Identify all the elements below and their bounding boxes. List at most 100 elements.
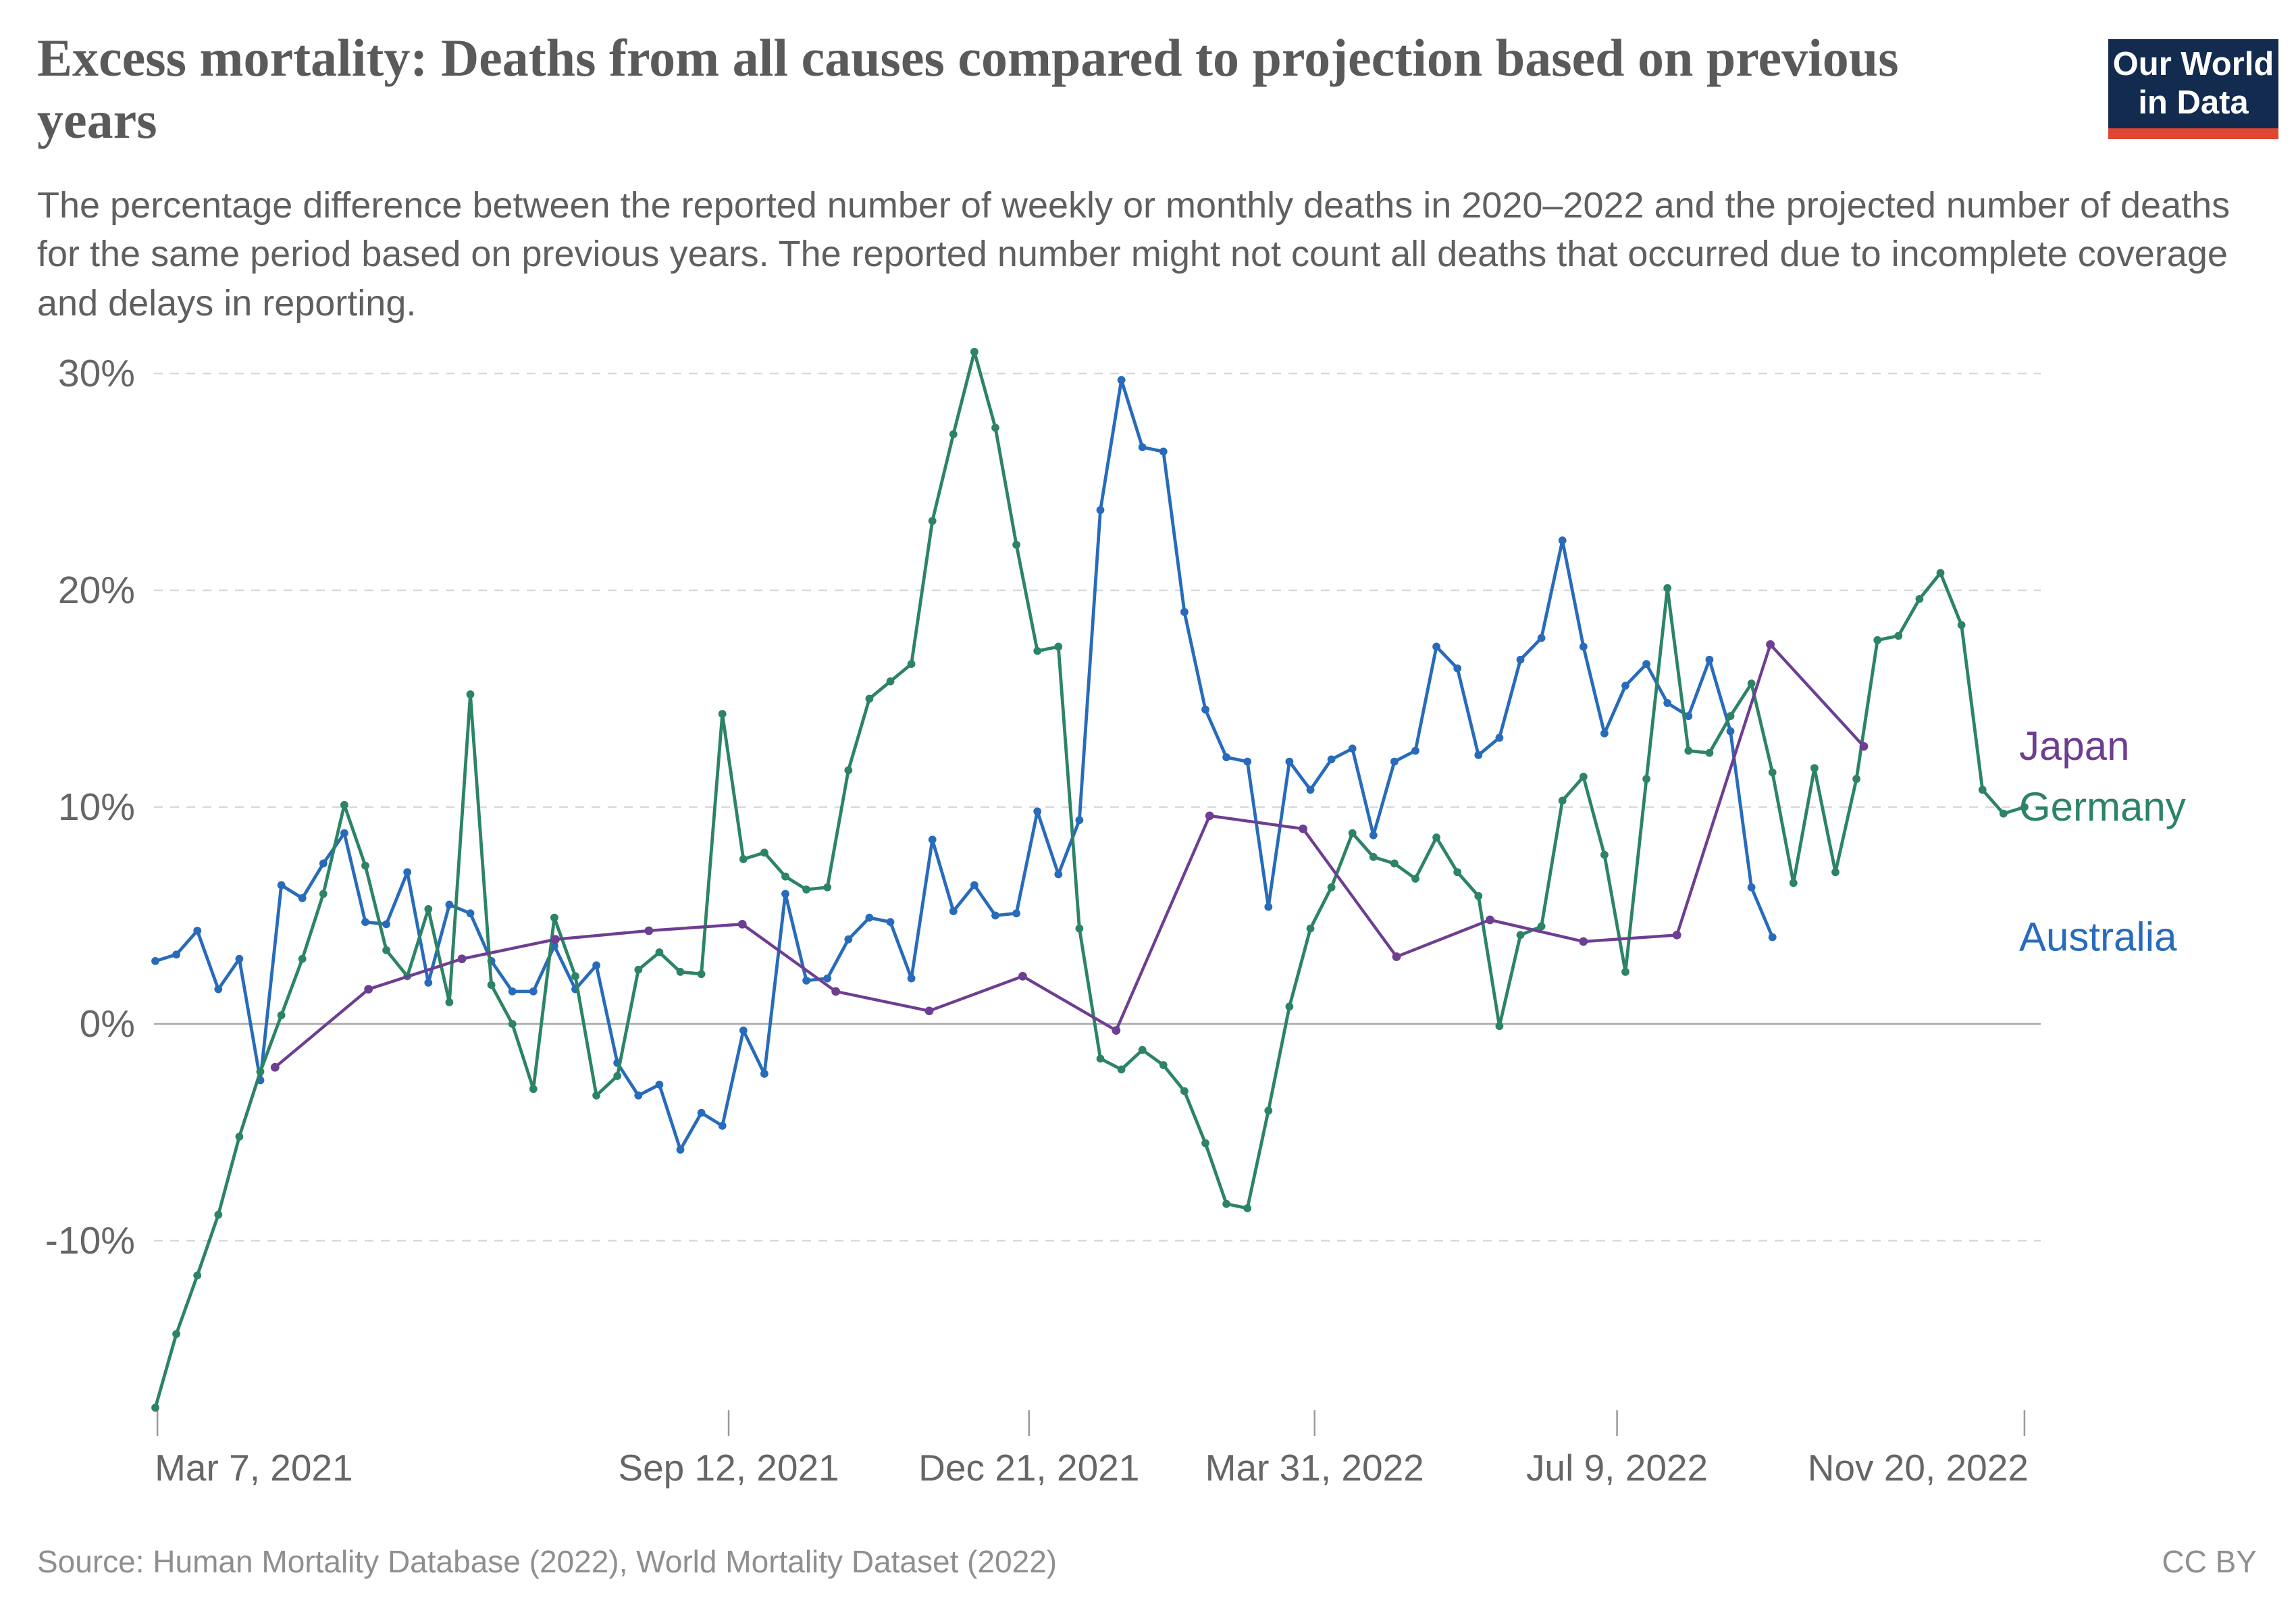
data-point-germany[interactable]: [1285, 1002, 1294, 1011]
data-point-germany[interactable]: [655, 948, 664, 956]
data-point-australia[interactable]: [214, 985, 223, 994]
data-point-germany[interactable]: [907, 660, 916, 669]
data-point-australia[interactable]: [1516, 655, 1525, 664]
data-point-australia[interactable]: [1495, 734, 1504, 742]
data-point-germany[interactable]: [1138, 1046, 1147, 1054]
data-point-australia[interactable]: [697, 1108, 706, 1117]
data-point-japan[interactable]: [1392, 952, 1401, 961]
data-point-japan[interactable]: [1112, 1026, 1121, 1035]
data-point-germany[interactable]: [1663, 584, 1672, 592]
data-point-australia[interactable]: [445, 900, 454, 909]
data-point-germany[interactable]: [1159, 1061, 1168, 1069]
data-point-australia[interactable]: [1579, 642, 1588, 651]
data-point-australia[interactable]: [1432, 642, 1441, 651]
data-point-australia[interactable]: [970, 881, 979, 890]
data-point-germany[interactable]: [277, 1011, 286, 1020]
data-point-germany[interactable]: [739, 855, 748, 863]
data-point-germany[interactable]: [1201, 1139, 1209, 1148]
data-point-japan[interactable]: [364, 985, 373, 994]
data-point-australia[interactable]: [844, 935, 853, 944]
data-point-australia[interactable]: [1306, 786, 1315, 794]
data-point-australia[interactable]: [823, 974, 832, 983]
data-point-germany[interactable]: [1474, 892, 1483, 900]
data-point-germany[interactable]: [1096, 1054, 1105, 1063]
data-point-germany[interactable]: [235, 1133, 244, 1141]
data-point-japan[interactable]: [737, 919, 747, 929]
data-point-australia[interactable]: [172, 950, 180, 959]
data-point-australia[interactable]: [718, 1121, 727, 1130]
data-point-japan[interactable]: [831, 987, 841, 996]
data-point-germany[interactable]: [1369, 852, 1378, 861]
data-point-germany[interactable]: [823, 883, 832, 892]
series-line-japan[interactable]: [273, 643, 1866, 1069]
data-point-japan[interactable]: [1859, 742, 1869, 751]
data-point-australia[interactable]: [1726, 727, 1735, 736]
data-point-germany[interactable]: [928, 517, 937, 525]
data-point-australia[interactable]: [991, 911, 999, 920]
data-point-australia[interactable]: [655, 1080, 664, 1089]
data-point-germany[interactable]: [172, 1330, 180, 1338]
data-point-australia[interactable]: [802, 976, 810, 985]
data-point-germany[interactable]: [1117, 1065, 1126, 1074]
data-point-australia[interactable]: [1705, 655, 1714, 664]
data-point-australia[interactable]: [592, 961, 600, 970]
data-point-germany[interactable]: [1453, 868, 1462, 877]
data-point-australia[interactable]: [340, 829, 348, 838]
data-point-australia[interactable]: [1621, 681, 1629, 690]
data-point-germany[interactable]: [1579, 773, 1588, 781]
data-point-germany[interactable]: [571, 972, 579, 981]
data-point-australia[interactable]: [1684, 712, 1693, 721]
data-point-germany[interactable]: [1810, 764, 1819, 773]
data-point-germany[interactable]: [1999, 809, 2008, 818]
data-point-japan[interactable]: [457, 954, 467, 964]
data-point-germany[interactable]: [319, 890, 328, 898]
data-point-australia[interactable]: [466, 909, 475, 918]
data-point-japan[interactable]: [924, 1006, 934, 1016]
data-point-australia[interactable]: [403, 868, 412, 877]
data-point-australia[interactable]: [1600, 729, 1609, 738]
data-point-germany[interactable]: [760, 848, 768, 857]
data-point-germany[interactable]: [949, 430, 958, 438]
data-point-australia[interactable]: [151, 957, 159, 965]
data-point-germany[interactable]: [1432, 833, 1441, 842]
data-point-australia[interactable]: [676, 1146, 685, 1154]
data-point-australia[interactable]: [1369, 831, 1378, 840]
data-point-germany[interactable]: [1495, 1022, 1504, 1031]
data-point-germany[interactable]: [214, 1210, 223, 1219]
data-point-australia[interactable]: [319, 859, 328, 868]
data-point-germany[interactable]: [1726, 712, 1735, 721]
data-point-germany[interactable]: [1894, 632, 1903, 640]
data-point-australia[interactable]: [1348, 744, 1357, 753]
data-point-germany[interactable]: [1642, 775, 1651, 783]
data-point-germany[interactable]: [1075, 924, 1084, 933]
data-point-germany[interactable]: [718, 710, 727, 718]
data-point-germany[interactable]: [487, 981, 496, 989]
data-point-australia[interactable]: [1033, 807, 1042, 816]
data-point-japan[interactable]: [644, 926, 654, 935]
data-point-australia[interactable]: [1264, 902, 1273, 911]
data-point-australia[interactable]: [1096, 506, 1105, 515]
data-point-germany[interactable]: [550, 913, 558, 922]
data-point-germany[interactable]: [1411, 875, 1419, 883]
data-point-australia[interactable]: [1054, 870, 1063, 879]
data-point-australia[interactable]: [1768, 933, 1777, 942]
data-point-australia[interactable]: [949, 907, 958, 915]
data-point-australia[interactable]: [193, 927, 202, 935]
data-point-australia[interactable]: [1474, 751, 1483, 759]
data-point-australia[interactable]: [1663, 699, 1672, 707]
data-point-germany[interactable]: [1684, 746, 1693, 755]
data-point-germany[interactable]: [844, 766, 853, 775]
data-point-germany[interactable]: [1327, 883, 1336, 892]
data-point-australia[interactable]: [1285, 757, 1294, 766]
data-point-germany[interactable]: [1537, 922, 1546, 931]
data-point-germany[interactable]: [1789, 879, 1798, 887]
data-point-australia[interactable]: [1243, 757, 1252, 766]
data-point-australia[interactable]: [1012, 909, 1020, 918]
data-point-germany[interactable]: [466, 690, 475, 698]
data-point-australia[interactable]: [529, 987, 538, 996]
data-point-australia[interactable]: [1411, 746, 1419, 755]
data-point-germany[interactable]: [1978, 786, 1987, 794]
data-point-japan[interactable]: [1486, 915, 1494, 925]
data-point-germany[interactable]: [886, 677, 895, 686]
data-point-germany[interactable]: [529, 1085, 538, 1093]
